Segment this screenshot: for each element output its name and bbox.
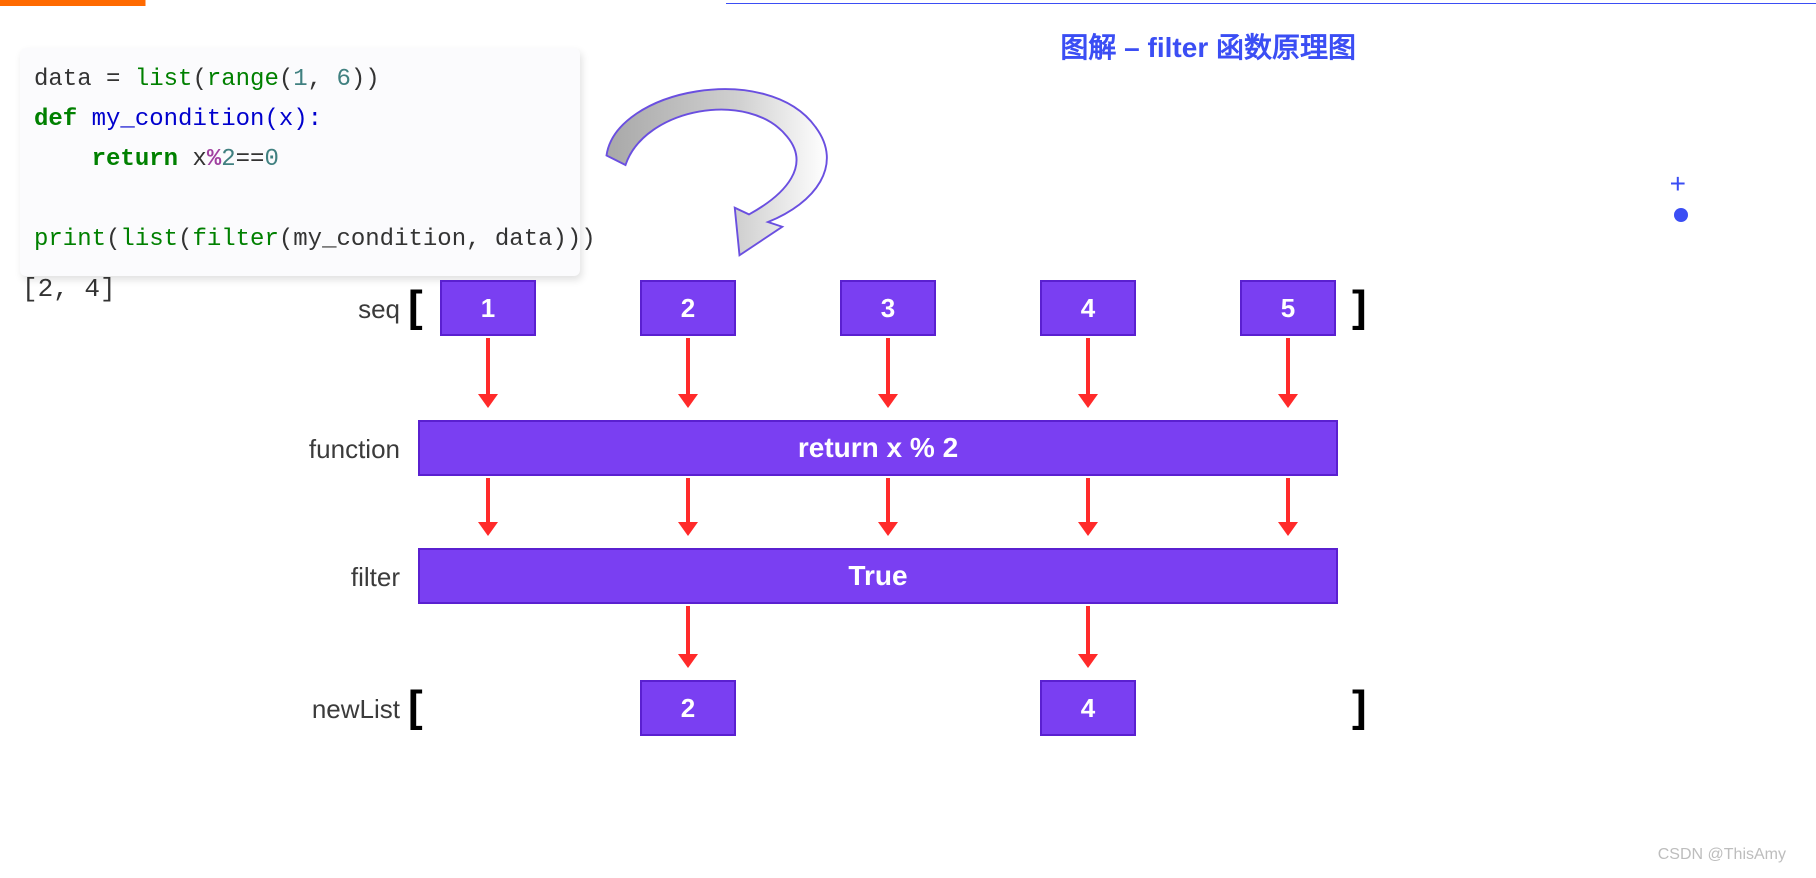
arrow-down-icon xyxy=(686,338,690,396)
label-seq: seq xyxy=(260,294,400,325)
arrow-down-icon xyxy=(686,606,690,656)
arrow-down-icon xyxy=(1086,606,1090,656)
arrow-down-icon xyxy=(886,478,890,524)
arrow-down-icon xyxy=(486,478,490,524)
arrow-down-icon xyxy=(1286,478,1290,524)
label-filter: filter xyxy=(260,562,400,593)
arrow-down-icon xyxy=(886,338,890,396)
bracket-open-newlist: [ xyxy=(408,682,423,732)
newlist-box: 2 xyxy=(640,680,736,736)
arrow-down-icon xyxy=(1286,338,1290,396)
diagram-title: 图解 – filter 函数原理图 xyxy=(1060,26,1356,66)
bracket-open-seq: [ xyxy=(408,282,423,332)
arrow-down-icon xyxy=(486,338,490,396)
arrow-down-icon xyxy=(1086,478,1090,524)
dot-icon xyxy=(1674,208,1688,222)
label-newlist: newList xyxy=(260,694,400,725)
code-line-5: print(list(filter(my_condition, data))) xyxy=(34,226,596,253)
label-function: function xyxy=(260,434,400,465)
code-output: [2, 4] xyxy=(22,274,116,304)
seq-box: 1 xyxy=(440,280,536,336)
function-text: return x % 2 xyxy=(798,432,958,464)
bracket-close-seq: ] xyxy=(1352,282,1367,332)
code-line-2: def my_condition(x): xyxy=(34,106,322,133)
seq-box: 5 xyxy=(1240,280,1336,336)
plus-icon: + xyxy=(1670,168,1686,200)
code-line-1: data = list(range(1, 6)) xyxy=(34,66,380,93)
seq-box: 4 xyxy=(1040,280,1136,336)
watermark-text: CSDN @ThisAmy xyxy=(1658,846,1786,864)
seq-box: 2 xyxy=(640,280,736,336)
arrow-down-icon xyxy=(686,478,690,524)
curved-arrow-icon xyxy=(570,70,890,260)
newlist-box: 4 xyxy=(1040,680,1136,736)
arrow-down-icon xyxy=(1086,338,1090,396)
bracket-close-newlist: ] xyxy=(1352,682,1367,732)
filter-text: True xyxy=(848,560,907,592)
seq-box: 3 xyxy=(840,280,936,336)
top-divider-line xyxy=(726,3,1816,4)
filter-box: True xyxy=(418,548,1338,604)
function-box: return x % 2 xyxy=(418,420,1338,476)
code-line-3: return x%2==0 xyxy=(34,146,279,173)
code-block: data = list(range(1, 6)) def my_conditio… xyxy=(20,48,580,276)
